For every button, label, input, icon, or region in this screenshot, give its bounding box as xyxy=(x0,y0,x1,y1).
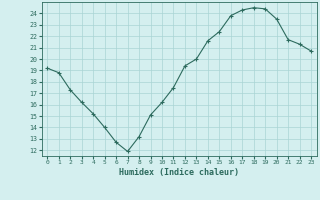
X-axis label: Humidex (Indice chaleur): Humidex (Indice chaleur) xyxy=(119,168,239,177)
